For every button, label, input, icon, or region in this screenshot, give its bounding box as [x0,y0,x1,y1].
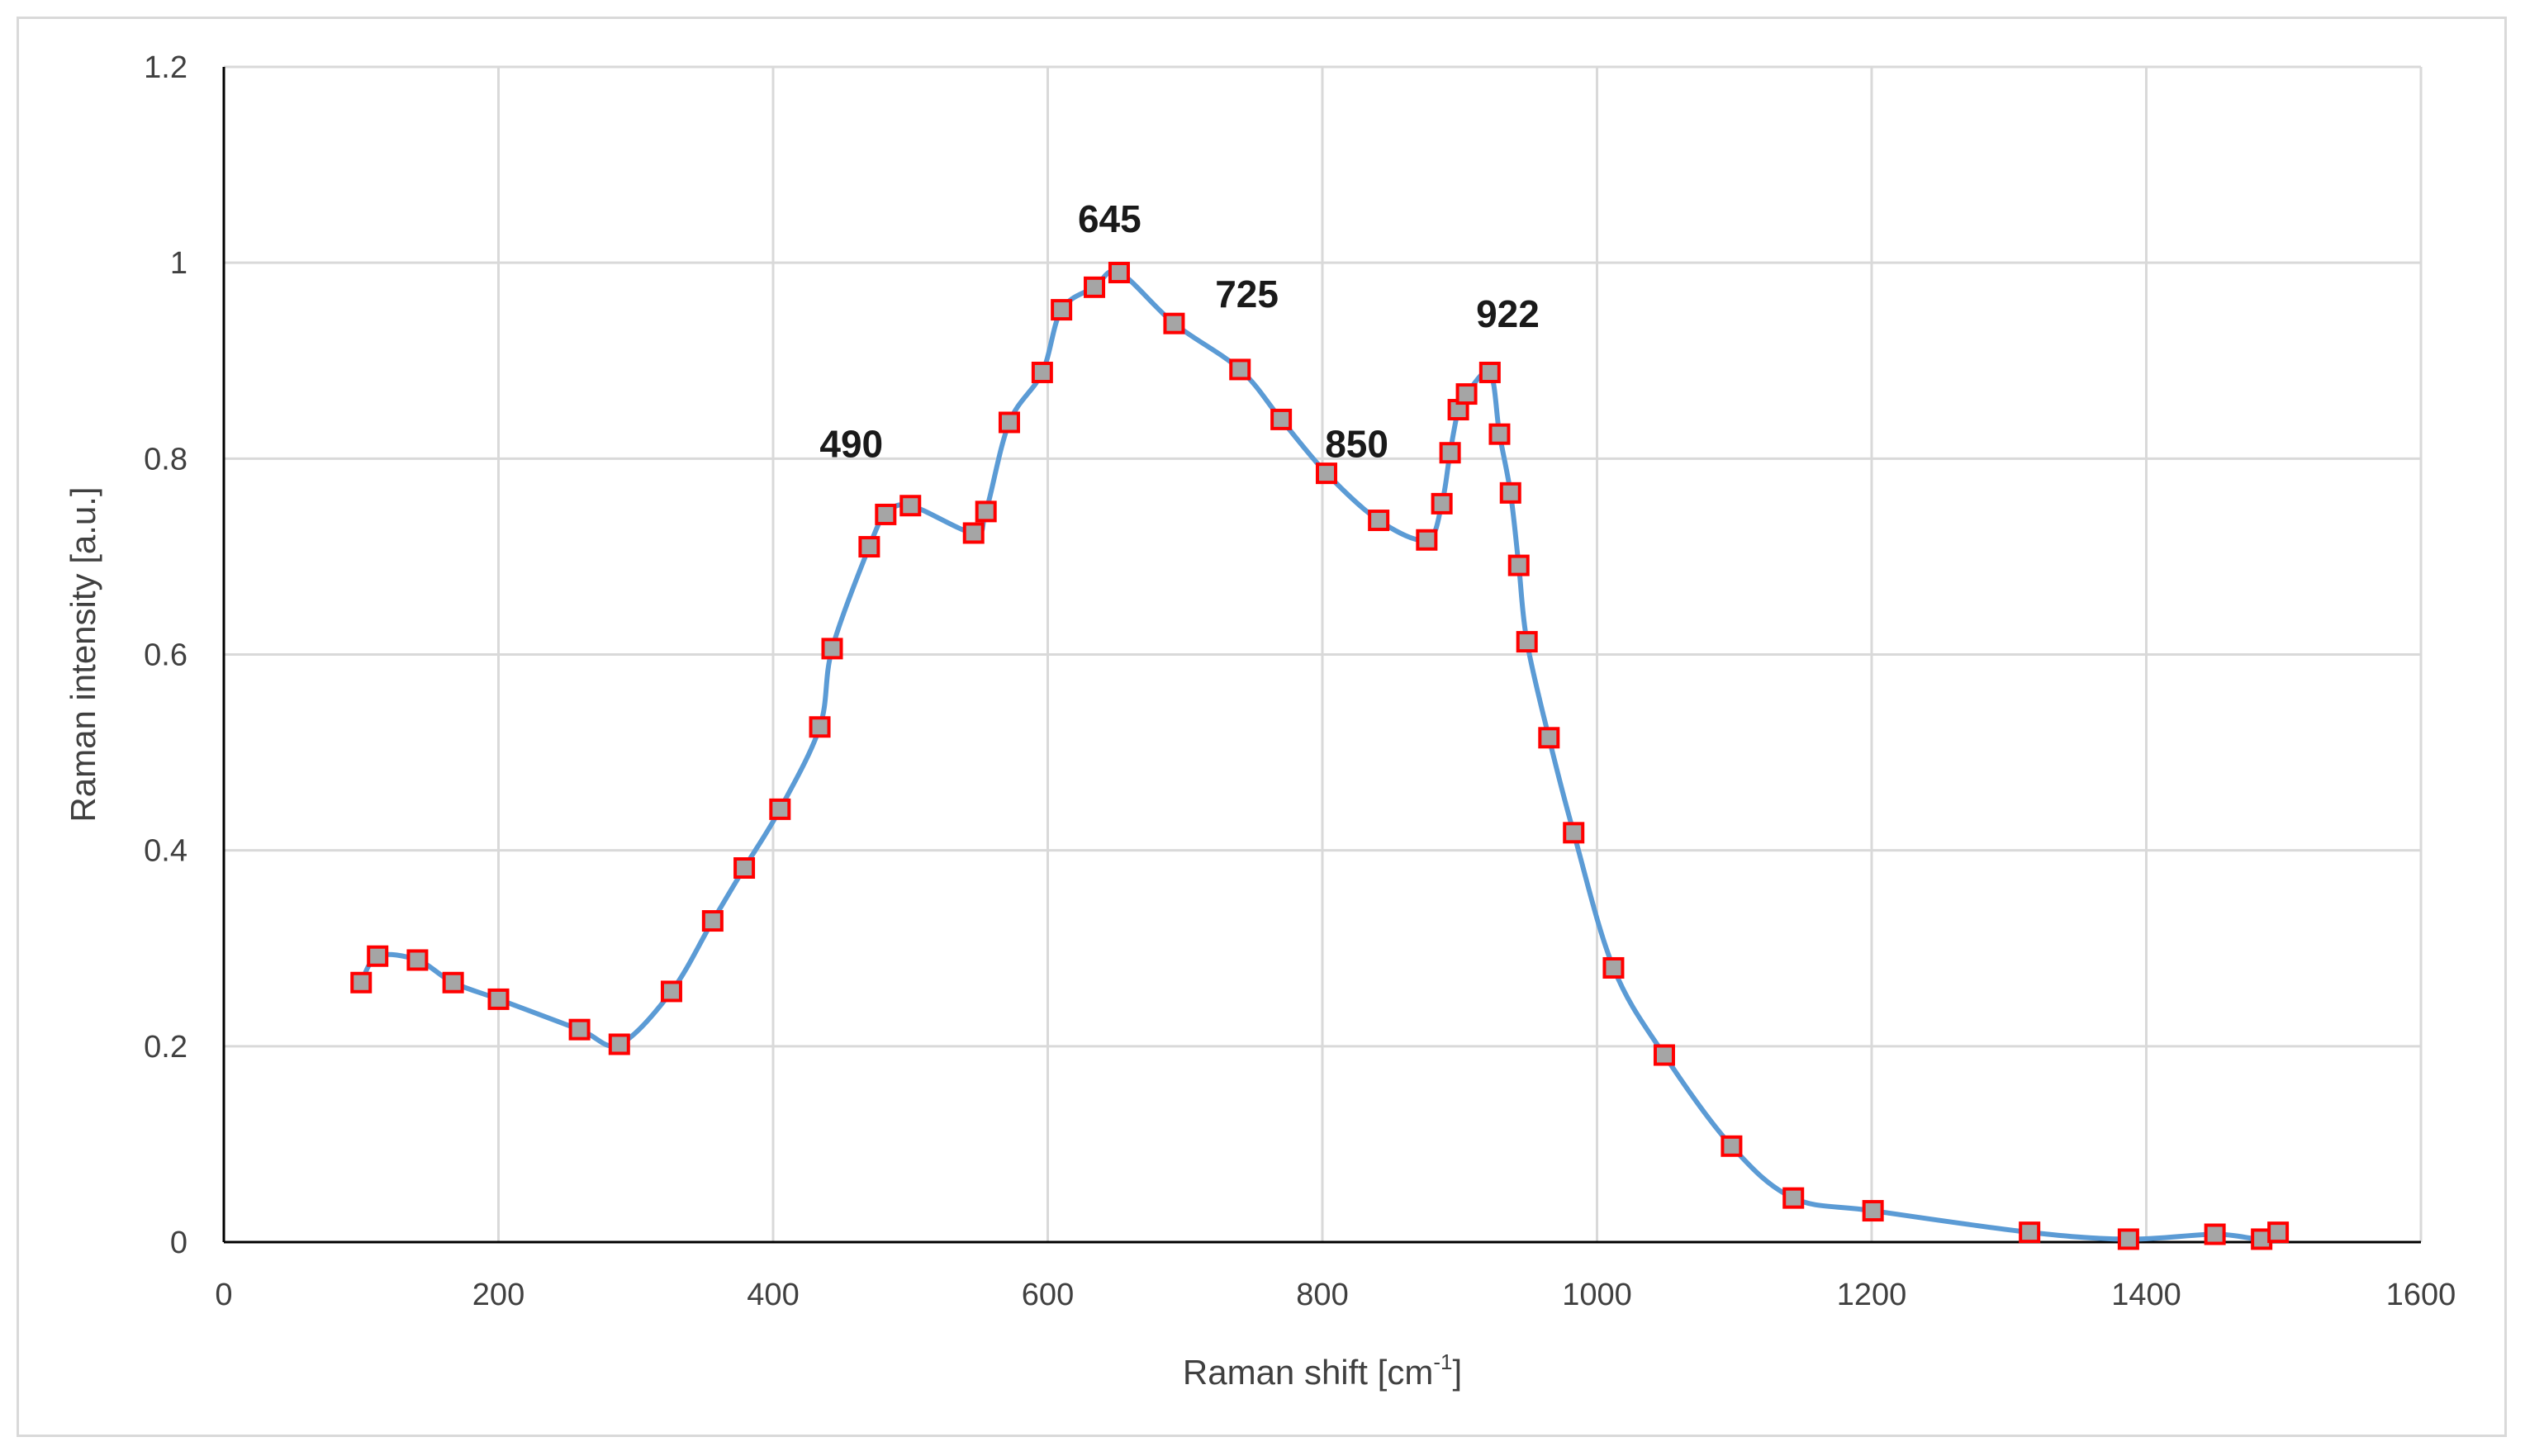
y-tick-label: 0.4 [144,834,187,869]
x-tick-label: 600 [1022,1278,1074,1312]
peak-label: 490 [819,423,883,466]
data-point [2117,1228,2139,1250]
x-tick-label: 200 [472,1278,524,1312]
data-point [1368,510,1390,532]
data-point [899,495,922,517]
data-point [1163,312,1185,334]
data-point [367,945,389,967]
data-point [1538,727,1560,749]
peak-annotations: 490 645 725 850 922 [819,197,1539,466]
peak-label: 922 [1476,292,1540,335]
data-point [487,988,510,1010]
data-point [1507,554,1530,576]
data-point [1721,1135,1743,1157]
data-point [2019,1221,2041,1244]
x-tick-labels: 0 200 400 600 800 1000 1200 1400 1600 [215,1278,2456,1312]
x-tick-label: 1600 [2386,1278,2456,1312]
data-point [998,411,1020,434]
data-point [875,503,897,525]
data-point [442,971,464,994]
data-point [1416,529,1438,551]
data-point [608,1033,630,1055]
y-tick-label: 1.2 [144,50,187,85]
data-point [1431,492,1453,515]
data-point [701,910,724,932]
data-point [1455,383,1478,405]
y-tick-label: 0.8 [144,442,187,477]
y-tick-labels: 0 0.2 0.4 0.6 0.8 1 1.2 [144,50,187,1260]
data-point [1499,481,1521,504]
series [350,262,2290,1250]
peak-label: 645 [1078,197,1141,240]
data-point [1229,358,1251,381]
x-tick-label: 1200 [1837,1278,1907,1312]
data-point [1488,423,1511,445]
x-tick-label: 1400 [2111,1278,2181,1312]
data-point [769,798,791,820]
x-axis-title-suffix: ] [1452,1353,1462,1392]
data-point [1270,408,1293,430]
data-point [2267,1221,2290,1244]
raman-chart: 0 200 400 600 800 1000 1200 1400 1600 0 0.2 0.4 0.6… [64,50,2456,1392]
x-tick-label: 0 [215,1278,232,1312]
data-point [975,500,997,523]
chart-frame: 0 200 400 600 800 1000 1200 1400 1600 0 0.2 0.4 0.6… [17,17,2507,1437]
data-point [821,638,843,660]
y-axis-title: Raman intensity [a.u.] [64,486,102,822]
x-axis-title: Raman shift [cm-1] [1183,1349,1462,1392]
x-tick-label: 1000 [1562,1278,1632,1312]
data-point [1602,956,1625,979]
x-tick-label: 400 [747,1278,799,1312]
data-point [1563,822,1585,844]
data-point [1108,262,1130,284]
data-point [733,857,756,880]
data-point [1516,631,1538,653]
peak-label: 725 [1215,273,1279,315]
series-line [358,268,2280,1242]
data-point [809,716,831,738]
data-point [1478,361,1501,383]
x-tick-label: 800 [1296,1278,1348,1312]
data-point [1315,462,1337,485]
data-point [1051,299,1073,321]
data-point [1782,1187,1805,1209]
y-tick-label: 0.2 [144,1030,187,1065]
data-point [1653,1044,1675,1066]
peak-label: 850 [1325,423,1388,466]
y-tick-label: 1 [170,246,187,281]
y-tick-label: 0 [170,1226,187,1260]
data-point [350,971,373,994]
data-point [1439,442,1461,464]
data-point [962,522,985,544]
data-point [858,536,880,558]
data-point [660,980,682,1003]
data-point [406,949,429,971]
data-point [1031,361,1053,383]
data-point [2204,1223,2226,1245]
x-axis-title-main: Raman shift [cm [1183,1353,1433,1392]
gridlines [224,65,2423,1242]
y-tick-label: 0.6 [144,638,187,673]
x-axis-title-sup: -1 [1433,1349,1452,1374]
data-point [1862,1200,1884,1222]
data-point [1084,276,1106,298]
data-point [568,1018,591,1041]
axes [222,67,2421,1244]
